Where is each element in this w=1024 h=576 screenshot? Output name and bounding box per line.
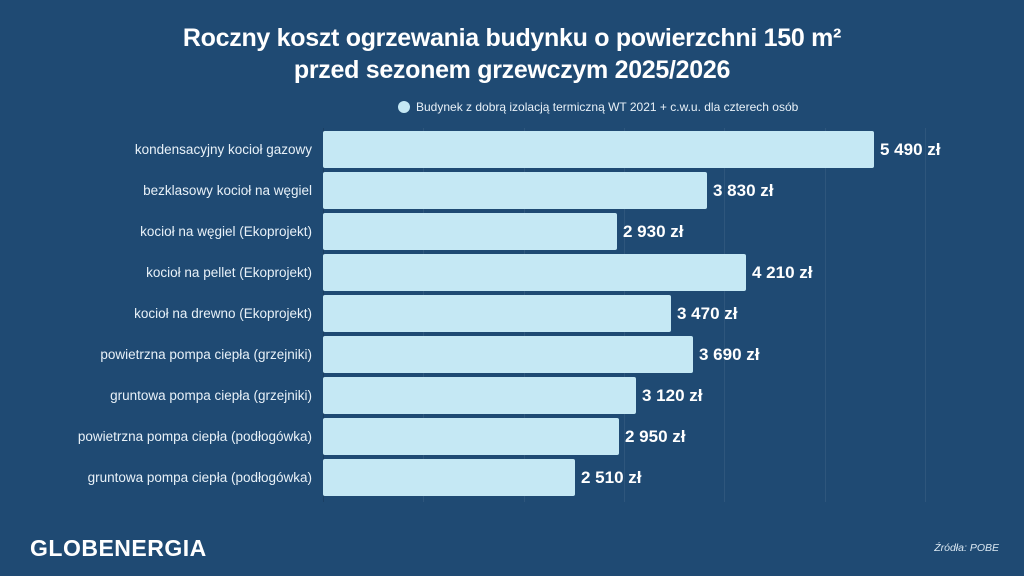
bar [323, 336, 693, 373]
bar-value-label: 3 470 zł [677, 304, 738, 323]
bar [323, 418, 619, 455]
chart-title-line1: Roczny koszt ogrzewania budynku o powier… [182, 24, 842, 52]
plot-area: 5 490 zł 3 830 zł 2 930 zł 4 210 zł 3 470 zł… [323, 128, 1003, 502]
category-label: kocioł na węgiel (Ekoprojekt) [140, 224, 312, 239]
chart-title-line2: przed sezonem grzewczym 2025/2026 [293, 56, 731, 84]
source-note: Źródła: POBE [934, 542, 999, 554]
globenergia-logo: GLOBENERGIA [30, 535, 207, 561]
bar-value-label: 4 210 zł [752, 263, 813, 282]
bar [323, 254, 746, 291]
category-label: bezklasowy kocioł na węgiel [143, 183, 312, 198]
bar-value-label: 3 120 zł [642, 386, 703, 405]
chart-title: Roczny koszt ogrzewania budynku o powier… [0, 22, 1024, 86]
legend: Budynek z dobrą izolacją termiczną WT 20… [398, 100, 798, 114]
bar [323, 295, 671, 332]
bar [323, 377, 636, 414]
legend-dot-icon [398, 101, 410, 113]
category-label: kondensacyjny kocioł gazowy [134, 142, 312, 157]
legend-label: Budynek z dobrą izolacją termiczną WT 20… [416, 100, 799, 114]
category-label: powietrzna pompa ciepła (podłogówka) [77, 429, 312, 444]
bar-value-label: 2 930 zł [623, 222, 684, 241]
bar-value-label: 3 830 zł [713, 181, 774, 200]
bar-value-label: 3 690 zł [699, 345, 760, 364]
bar [323, 172, 707, 209]
category-label: powietrzna pompa ciepła (grzejniki) [100, 347, 312, 362]
gridline [925, 128, 926, 502]
bar [323, 459, 575, 496]
bar-value-label: 2 950 zł [625, 427, 686, 446]
gridline [724, 128, 725, 502]
bar-value-label: 5 490 zł [880, 140, 941, 159]
category-label: gruntowa pompa ciepła (podłogówka) [87, 470, 312, 485]
category-label: kocioł na pellet (Ekoprojekt) [146, 265, 312, 280]
category-label: gruntowa pompa ciepła (grzejniki) [110, 388, 312, 403]
category-label: kocioł na drewno (Ekoprojekt) [134, 306, 312, 321]
gridline [825, 128, 826, 502]
bar [323, 131, 874, 168]
bar [323, 213, 617, 250]
bar-value-label: 2 510 zł [581, 468, 642, 487]
